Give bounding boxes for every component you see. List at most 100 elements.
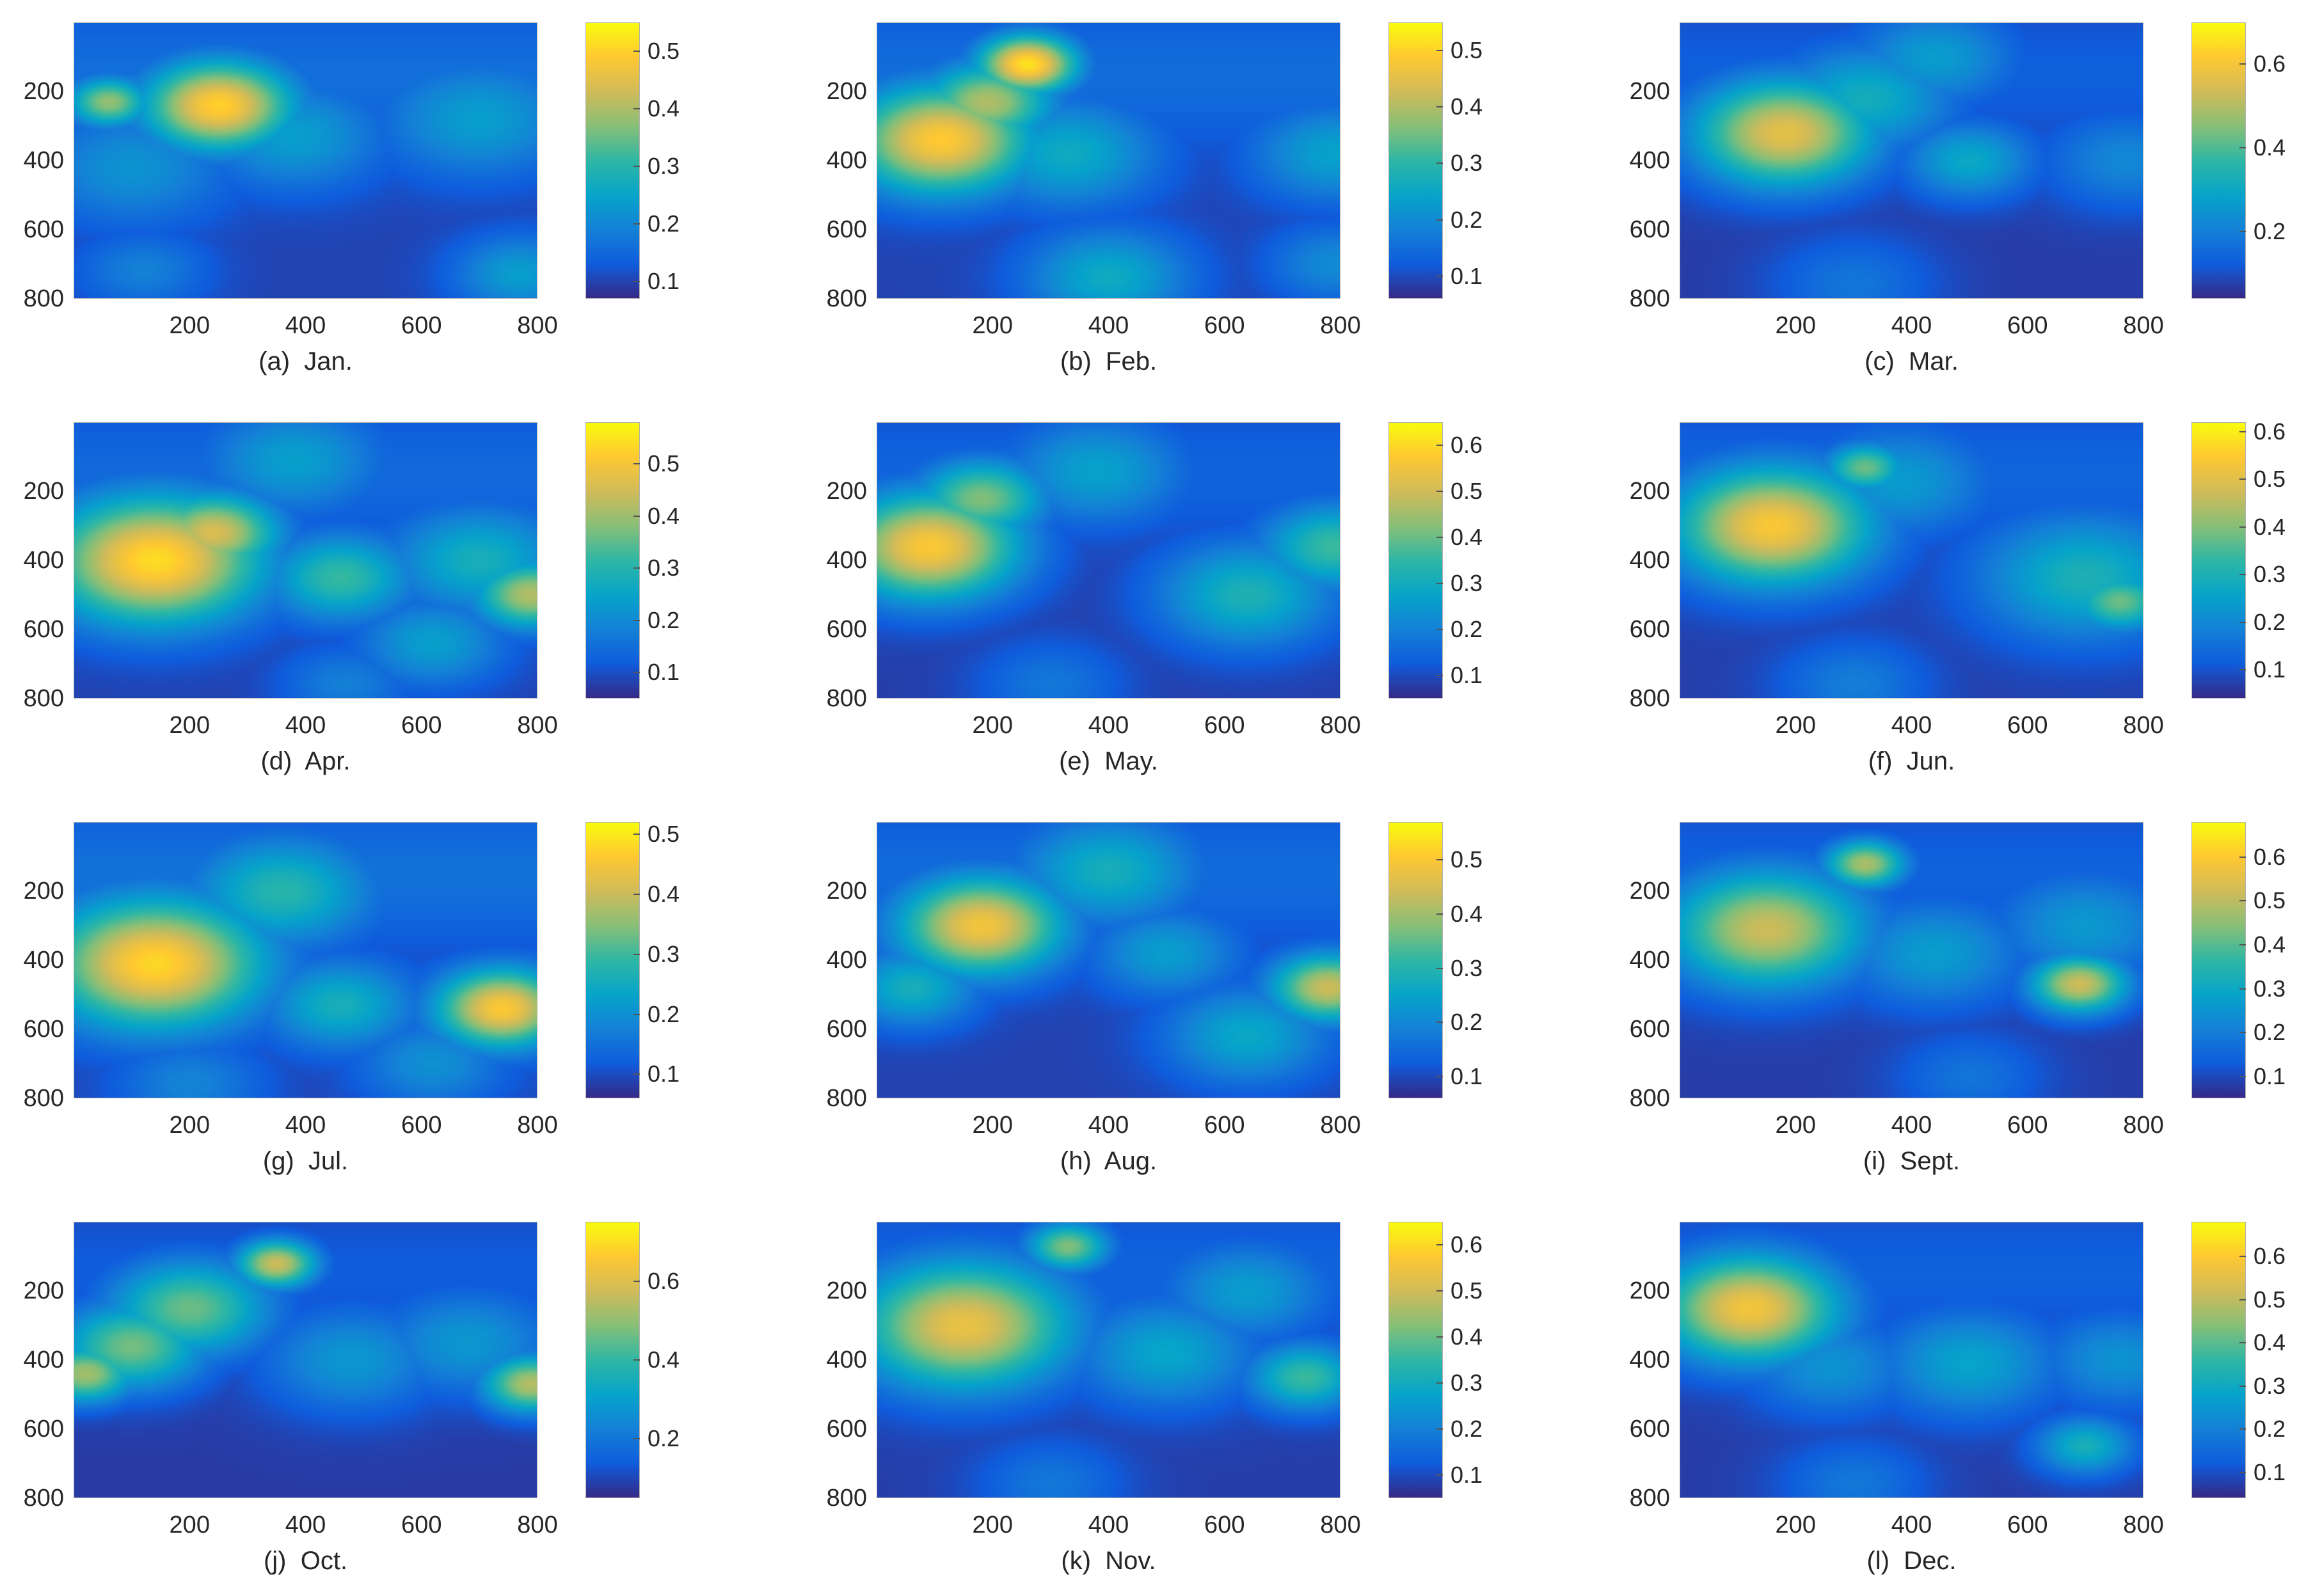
- colorbar-tick-label: 0.3: [648, 153, 680, 179]
- colorbar-tick-mark: [633, 893, 640, 895]
- x-tick-label: 800: [1320, 312, 1361, 339]
- subplot-caption: (l) Dec.: [1866, 1547, 1957, 1575]
- colorbar-tick-label: 0.4: [648, 95, 680, 122]
- colorbar-tick-label: 0.4: [648, 1347, 680, 1373]
- x-tick-label: 800: [517, 312, 558, 339]
- plot-area: [1680, 422, 2143, 699]
- colorbar-tick-label: 0.5: [1451, 1277, 1483, 1304]
- colorbar-tick-label: 0.6: [2254, 418, 2286, 445]
- heatmap-surface: [1680, 423, 2143, 698]
- plot-area: [1680, 22, 2143, 299]
- x-tick-label: 400: [1891, 1512, 1932, 1538]
- plot-area: [877, 22, 1340, 299]
- x-tick-label: 600: [2007, 312, 2048, 339]
- colorbar-tick-mark: [2239, 900, 2246, 902]
- colorbar-tick-mark: [2239, 526, 2246, 528]
- y-tick-label: 600: [826, 1016, 867, 1043]
- subplot-caption: (h) Aug.: [1060, 1147, 1157, 1175]
- colorbar-tick-mark: [633, 108, 640, 109]
- x-tick-label: 400: [285, 1512, 326, 1538]
- x-tick-label: 800: [1320, 712, 1361, 739]
- y-tick-label: 200: [826, 78, 867, 105]
- colorbar-tick-mark: [1436, 675, 1443, 676]
- colorbar-tick-mark: [633, 223, 640, 225]
- colorbar-tick-mark: [2239, 1385, 2246, 1387]
- colorbar-tick-label: 0.5: [2254, 466, 2286, 493]
- heatmap-surface: [877, 1222, 1340, 1497]
- y-tick-label: 600: [826, 216, 867, 243]
- colorbar-tick-label: 0.1: [648, 659, 680, 686]
- colorbar: [585, 1222, 640, 1498]
- x-tick-label: 200: [169, 1512, 210, 1538]
- colorbar: [1388, 822, 1443, 1098]
- subplot-caption: (i) Sept.: [1863, 1147, 1960, 1175]
- colorbar-tick-label: 0.1: [2254, 1063, 2286, 1089]
- x-tick-label: 200: [1775, 1512, 1816, 1538]
- colorbar-tick-mark: [2239, 431, 2246, 432]
- plot-area: [877, 422, 1340, 699]
- colorbar: [585, 822, 640, 1098]
- y-tick-label: 400: [1629, 1347, 1670, 1373]
- colorbar-tick-label: 0.3: [2254, 975, 2286, 1002]
- y-tick-label: 200: [1629, 878, 1670, 905]
- colorbar-tick-label: 0.1: [2254, 656, 2286, 683]
- x-tick-label: 400: [285, 712, 326, 739]
- heatmap-surface: [1680, 1222, 2143, 1497]
- colorbar-tick-label: 0.5: [1451, 846, 1483, 873]
- colorbar-tick-mark: [633, 1438, 640, 1440]
- y-tick-label: 600: [826, 616, 867, 643]
- colorbar-tick-mark: [2239, 856, 2246, 858]
- colorbar-tick-mark: [633, 619, 640, 621]
- x-tick-label: 400: [1088, 1512, 1129, 1538]
- y-tick-label: 400: [23, 547, 64, 574]
- subplot-caption: (e) May.: [1059, 747, 1158, 775]
- colorbar: [2191, 22, 2246, 299]
- y-tick-label: 600: [1629, 616, 1670, 643]
- x-tick-label: 400: [1891, 712, 1932, 739]
- colorbar-tick-label: 0.4: [2254, 1329, 2286, 1355]
- y-tick-label: 400: [826, 547, 867, 574]
- colorbar-tick-label: 0.1: [1451, 1462, 1483, 1488]
- y-tick-label: 400: [1629, 947, 1670, 974]
- colorbar-tick-label: 0.2: [648, 606, 680, 633]
- x-tick-label: 600: [2007, 712, 2048, 739]
- plot-area: [74, 422, 537, 699]
- y-tick-label: 800: [23, 1485, 64, 1512]
- subplot-caption: (g) Jul.: [262, 1147, 349, 1175]
- plot-area: [1680, 822, 2143, 1098]
- x-tick-label: 600: [1204, 1512, 1245, 1538]
- colorbar-tick-label: 0.6: [2254, 1243, 2286, 1269]
- colorbar-tick-label: 0.4: [1451, 901, 1483, 927]
- heatmap-panel: 200 400 600 800 200 400 600 800 (j) Oct. 0.2 0.4 0.…: [0, 1199, 755, 1583]
- colorbar-tick-label: 0.3: [1451, 570, 1483, 596]
- x-tick-label: 200: [972, 1112, 1013, 1139]
- colorbar-tick-mark: [1436, 1076, 1443, 1078]
- x-tick-label: 200: [169, 1112, 210, 1139]
- colorbar-tick-label: 0.2: [2254, 1416, 2286, 1442]
- heatmap-surface: [877, 23, 1340, 298]
- colorbar-tick-mark: [1436, 583, 1443, 584]
- colorbar-tick-mark: [1436, 491, 1443, 492]
- heatmap-panel: 200 400 600 800 200 400 600 800 (i) Sept. 0.1 0.2 0…: [1606, 800, 2306, 1183]
- y-tick-label: 800: [826, 285, 867, 312]
- x-tick-label: 800: [1320, 1112, 1361, 1139]
- colorbar: [2191, 422, 2246, 699]
- colorbar-tick-label: 0.5: [648, 450, 680, 477]
- subplot-caption: (k) Nov.: [1061, 1547, 1156, 1575]
- x-tick-label: 200: [169, 712, 210, 739]
- y-tick-label: 800: [1629, 685, 1670, 712]
- y-tick-label: 400: [23, 1347, 64, 1373]
- plot-area: [1680, 1222, 2143, 1498]
- colorbar-tick-mark: [1436, 1474, 1443, 1476]
- colorbar-tick-mark: [2239, 147, 2246, 149]
- plot-area: [877, 822, 1340, 1098]
- x-tick-label: 600: [2007, 1112, 2048, 1139]
- heatmap-panel: 200 400 600 800 200 400 600 800 (e) May. 0.1 0.2 0.…: [803, 400, 1558, 784]
- colorbar-tick-mark: [1436, 913, 1443, 915]
- colorbar-tick-label: 0.2: [648, 1000, 680, 1027]
- y-tick-label: 600: [1629, 1416, 1670, 1442]
- colorbar-tick-label: 0.6: [648, 1267, 680, 1294]
- y-tick-label: 600: [23, 216, 64, 243]
- subplot-caption: (a) Jan.: [258, 347, 353, 375]
- colorbar-tick-label: 0.3: [1451, 150, 1483, 177]
